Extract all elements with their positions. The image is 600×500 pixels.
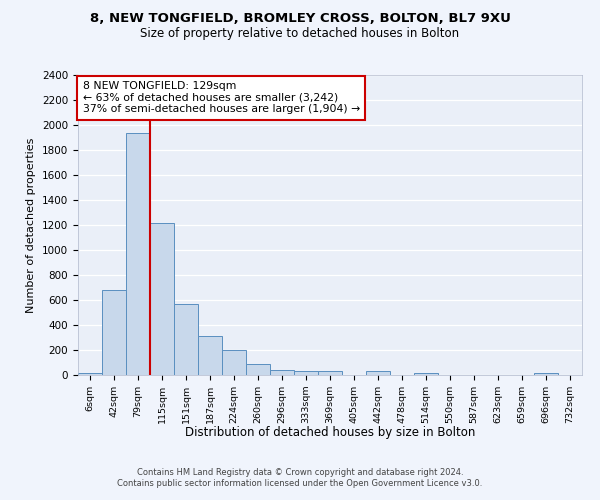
Bar [102, 290, 126, 375]
Text: Size of property relative to detached houses in Bolton: Size of property relative to detached ho… [140, 28, 460, 40]
Text: Contains HM Land Registry data © Crown copyright and database right 2024.
Contai: Contains HM Land Registry data © Crown c… [118, 468, 482, 487]
X-axis label: Distribution of detached houses by size in Bolton: Distribution of detached houses by size … [185, 426, 475, 439]
Bar [318, 370, 342, 375]
Bar [294, 370, 318, 375]
Bar [126, 132, 150, 375]
Y-axis label: Number of detached properties: Number of detached properties [26, 138, 37, 312]
Bar [246, 364, 270, 375]
Bar [414, 372, 438, 375]
Bar [366, 370, 390, 375]
Bar [150, 222, 174, 375]
Bar [270, 370, 294, 375]
Bar [222, 350, 246, 375]
Bar [198, 336, 222, 375]
Bar [534, 372, 558, 375]
Bar [78, 372, 102, 375]
Text: 8 NEW TONGFIELD: 129sqm
← 63% of detached houses are smaller (3,242)
37% of semi: 8 NEW TONGFIELD: 129sqm ← 63% of detache… [83, 81, 360, 114]
Text: 8, NEW TONGFIELD, BROMLEY CROSS, BOLTON, BL7 9XU: 8, NEW TONGFIELD, BROMLEY CROSS, BOLTON,… [89, 12, 511, 26]
Bar [174, 304, 198, 375]
